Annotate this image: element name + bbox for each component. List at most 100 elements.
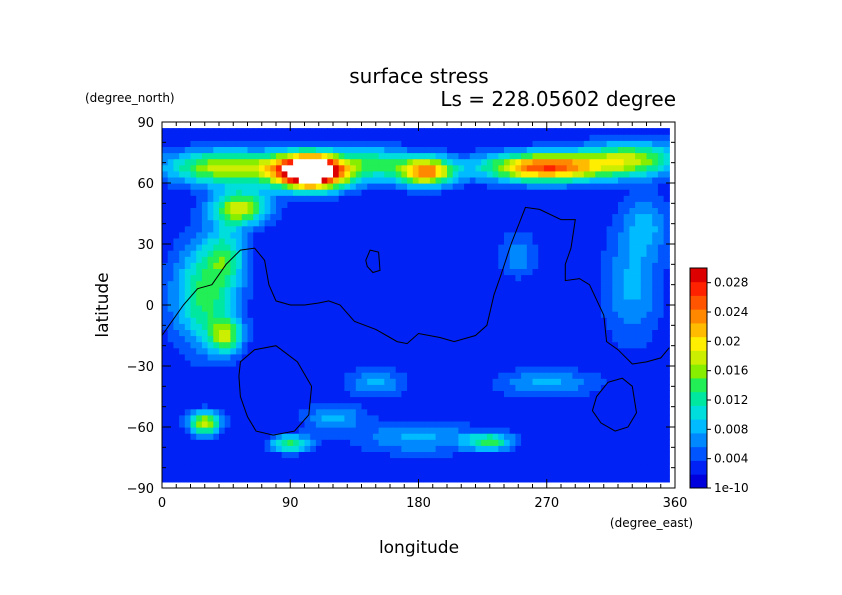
heatmap-cell bbox=[321, 292, 328, 300]
heatmap-cell bbox=[287, 201, 294, 208]
heatmap-cell bbox=[629, 433, 636, 440]
heatmap-cell bbox=[566, 244, 573, 251]
heatmap-cell bbox=[384, 323, 391, 330]
heatmap-cell bbox=[441, 463, 448, 471]
heatmap-cell bbox=[498, 390, 505, 398]
heatmap-cell bbox=[224, 475, 231, 483]
heatmap-cell bbox=[372, 256, 380, 263]
heatmap-cell bbox=[481, 329, 488, 337]
heatmap-cell bbox=[401, 372, 408, 379]
heatmap-cell bbox=[281, 451, 288, 459]
heatmap-cell bbox=[361, 195, 368, 202]
heatmap-cell bbox=[435, 140, 442, 147]
heatmap-cell bbox=[515, 414, 522, 422]
heatmap-cell bbox=[629, 445, 636, 452]
heatmap-cell bbox=[458, 384, 465, 391]
heatmap-cell bbox=[213, 463, 220, 471]
heatmap-cell bbox=[578, 439, 585, 446]
heatmap-cell bbox=[395, 475, 402, 483]
heatmap-cell bbox=[167, 225, 174, 233]
heatmap-cell bbox=[469, 256, 477, 263]
heatmap-cell bbox=[464, 189, 471, 196]
heatmap-cell bbox=[464, 305, 471, 312]
heatmap-cell bbox=[538, 329, 545, 337]
heatmap-cell bbox=[475, 305, 482, 312]
heatmap-cell bbox=[412, 378, 420, 385]
heatmap-cell bbox=[304, 176, 311, 184]
heatmap-cell bbox=[412, 244, 420, 251]
heatmap-cell bbox=[372, 250, 380, 257]
heatmap-cell bbox=[213, 359, 220, 367]
heatmap-cell bbox=[521, 384, 528, 391]
heatmap-cell bbox=[338, 244, 345, 251]
heatmap-cell bbox=[184, 183, 192, 190]
heatmap-cell bbox=[219, 176, 226, 184]
heatmap-cell bbox=[304, 244, 311, 251]
heatmap-cell bbox=[429, 451, 437, 459]
heatmap-cell bbox=[635, 341, 642, 349]
heatmap-cell bbox=[532, 262, 539, 269]
heatmap-cell bbox=[378, 451, 385, 459]
heatmap-cell bbox=[504, 323, 511, 330]
heatmap-cell bbox=[555, 402, 562, 410]
heatmap-cell bbox=[663, 183, 670, 190]
heatmap-cell bbox=[532, 445, 539, 452]
heatmap-cell bbox=[629, 292, 636, 300]
heatmap-cell bbox=[549, 201, 556, 208]
heatmap-cell bbox=[310, 189, 317, 196]
heatmap-cell bbox=[167, 213, 174, 221]
heatmap-cell bbox=[378, 427, 385, 434]
heatmap-cell bbox=[355, 219, 363, 227]
heatmap-cell bbox=[253, 280, 260, 288]
heatmap-cell bbox=[418, 286, 425, 294]
heatmap-cell bbox=[327, 475, 334, 483]
heatmap-cell bbox=[407, 189, 414, 196]
heatmap-cell bbox=[321, 311, 328, 318]
heatmap-cell bbox=[561, 329, 568, 337]
heatmap-cell bbox=[241, 195, 249, 202]
heatmap-cell bbox=[441, 390, 448, 398]
heatmap-cell bbox=[595, 189, 602, 196]
heatmap-cell bbox=[173, 201, 180, 208]
heatmap-cell bbox=[486, 225, 494, 233]
heatmap-cell bbox=[469, 176, 477, 184]
heatmap-cell bbox=[367, 439, 374, 446]
heatmap-cell bbox=[469, 341, 477, 349]
heatmap-cell bbox=[224, 353, 231, 361]
heatmap-cell bbox=[321, 445, 328, 452]
heatmap-cell bbox=[350, 176, 357, 184]
heatmap-cell bbox=[475, 378, 482, 385]
heatmap-cell bbox=[321, 250, 328, 257]
heatmap-cell bbox=[492, 372, 499, 379]
heatmap-cell bbox=[201, 280, 209, 288]
heatmap-cell bbox=[657, 439, 665, 446]
heatmap-cell bbox=[219, 244, 226, 251]
heatmap-cell bbox=[646, 250, 653, 257]
heatmap-cell bbox=[435, 384, 442, 391]
heatmap-cell bbox=[447, 274, 454, 282]
heatmap-cell bbox=[538, 268, 545, 276]
heatmap-cell bbox=[230, 280, 237, 288]
heatmap-cell bbox=[407, 305, 414, 312]
heatmap-cell bbox=[589, 475, 596, 483]
heatmap-cell bbox=[253, 176, 260, 184]
heatmap-cell bbox=[629, 427, 636, 434]
heatmap-cell bbox=[304, 237, 311, 245]
heatmap-cell bbox=[201, 347, 209, 355]
heatmap-cell bbox=[167, 207, 174, 215]
heatmap-cell bbox=[481, 341, 488, 349]
heatmap-cell bbox=[435, 329, 442, 337]
heatmap-cell bbox=[207, 140, 214, 147]
heatmap-cell bbox=[504, 469, 511, 477]
heatmap-cell bbox=[321, 176, 328, 184]
heatmap-cell bbox=[549, 311, 556, 318]
heatmap-cell bbox=[230, 359, 237, 367]
heatmap-cell bbox=[629, 152, 636, 160]
heatmap-cell bbox=[515, 341, 522, 349]
heatmap-cell bbox=[247, 366, 254, 373]
heatmap-cell bbox=[458, 469, 465, 477]
heatmap-cell bbox=[247, 396, 254, 404]
heatmap-cell bbox=[561, 140, 568, 147]
heatmap-cell bbox=[355, 189, 363, 196]
heatmap-cell bbox=[464, 463, 471, 471]
